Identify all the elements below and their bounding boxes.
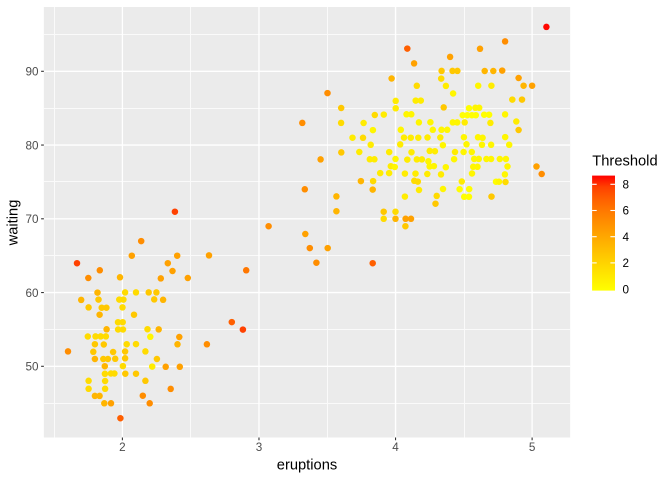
svg-text:0: 0: [623, 283, 630, 296]
svg-text:5: 5: [529, 441, 536, 454]
svg-text:8: 8: [623, 179, 630, 192]
svg-text:waiting: waiting: [6, 200, 22, 247]
svg-text:4: 4: [623, 231, 630, 244]
svg-text:2: 2: [623, 257, 630, 270]
svg-text:4: 4: [392, 441, 399, 454]
svg-text:Threshold: Threshold: [592, 154, 657, 170]
svg-text:3: 3: [256, 441, 263, 454]
svg-text:90: 90: [25, 66, 39, 79]
svg-text:80: 80: [25, 139, 39, 152]
svg-text:60: 60: [25, 287, 39, 300]
svg-text:6: 6: [623, 205, 630, 218]
svg-text:2: 2: [119, 441, 126, 454]
svg-text:eruptions: eruptions: [277, 458, 337, 474]
svg-text:70: 70: [25, 213, 39, 226]
svg-text:50: 50: [25, 361, 39, 374]
